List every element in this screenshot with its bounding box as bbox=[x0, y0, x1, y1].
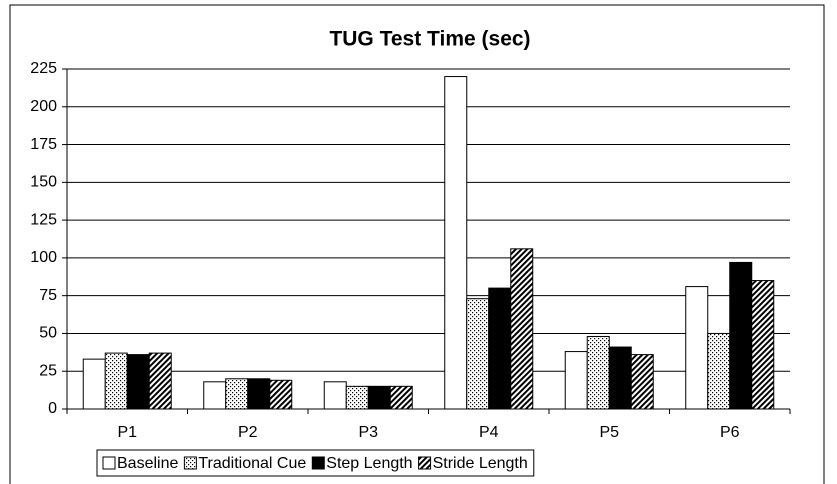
legend-swatch bbox=[418, 456, 432, 470]
bar bbox=[488, 287, 512, 410]
legend-swatch bbox=[183, 456, 197, 470]
x-tick-label: P1 bbox=[117, 424, 137, 441]
y-tick-label: 100 bbox=[30, 249, 57, 266]
y-tick-label: 175 bbox=[30, 136, 57, 153]
legend-label: Step Length bbox=[326, 455, 412, 472]
bar bbox=[269, 379, 293, 410]
y-tick-label: 150 bbox=[30, 174, 57, 191]
x-tick-label: P3 bbox=[358, 424, 378, 441]
bar bbox=[323, 381, 347, 410]
bar bbox=[685, 286, 709, 410]
bar bbox=[586, 335, 610, 410]
y-tick-label: 200 bbox=[30, 98, 57, 115]
bar bbox=[630, 354, 654, 410]
legend-label: Baseline bbox=[117, 455, 178, 472]
chart-title: TUG Test Time (sec) bbox=[329, 28, 530, 51]
bar bbox=[247, 378, 271, 410]
legend-label: Traditional Cue bbox=[198, 455, 306, 472]
x-tick-label: P5 bbox=[599, 424, 619, 441]
legend-swatch bbox=[311, 456, 325, 470]
bar bbox=[82, 358, 106, 410]
legend-label: Stride Length bbox=[433, 455, 528, 472]
bar bbox=[148, 352, 172, 410]
y-tick-label: 75 bbox=[39, 287, 57, 304]
y-tick-label: 225 bbox=[30, 60, 57, 77]
bar bbox=[104, 352, 128, 410]
bar bbox=[389, 385, 413, 410]
bar bbox=[608, 346, 632, 410]
y-tick-label: 50 bbox=[39, 325, 57, 342]
chart-frame bbox=[9, 4, 825, 484]
bar bbox=[751, 280, 775, 410]
bar bbox=[367, 385, 391, 410]
bar bbox=[466, 298, 490, 410]
bar bbox=[444, 76, 468, 410]
legend-swatch bbox=[102, 456, 116, 470]
y-tick-label: 125 bbox=[30, 211, 57, 228]
bar bbox=[564, 351, 588, 410]
y-tick-label: 25 bbox=[39, 362, 57, 379]
bar bbox=[345, 385, 369, 410]
bar bbox=[729, 261, 753, 410]
x-tick-label: P6 bbox=[720, 424, 740, 441]
bar bbox=[510, 248, 534, 410]
bar bbox=[203, 381, 227, 410]
bar bbox=[126, 354, 150, 410]
bar bbox=[707, 332, 731, 410]
bar bbox=[225, 378, 249, 410]
x-tick-label: P4 bbox=[479, 424, 499, 441]
y-tick-label: 0 bbox=[48, 400, 57, 417]
x-tick-label: P2 bbox=[238, 424, 258, 441]
